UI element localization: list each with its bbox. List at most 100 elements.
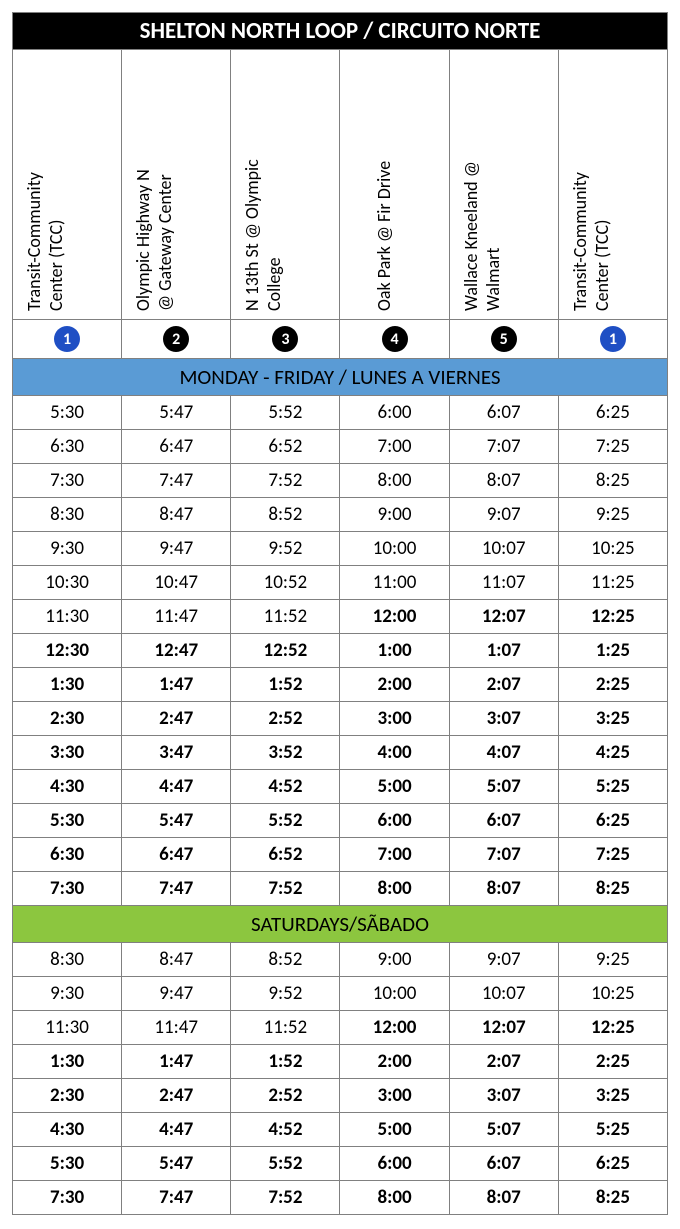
time-cell: 2:47 <box>122 1079 231 1113</box>
stop-name-line1: Oak Park @ Fir Drive <box>373 161 395 311</box>
time-cell: 6:25 <box>558 804 667 838</box>
time-cell: 9:52 <box>231 977 340 1011</box>
day-header-row-0: MONDAY - FRIDAY / LUNES A VIERNES <box>13 359 668 396</box>
time-cell: 2:07 <box>449 1045 558 1079</box>
time-cell: 7:30 <box>13 1181 122 1215</box>
time-row: 2:302:472:523:003:073:25 <box>13 702 668 736</box>
time-cell: 7:47 <box>122 464 231 498</box>
time-cell: 8:00 <box>340 1181 449 1215</box>
time-cell: 5:52 <box>231 804 340 838</box>
stop-header-0: Transit-CommunityCenter (TCC) <box>13 50 122 320</box>
time-cell: 10:07 <box>449 532 558 566</box>
time-cell: 1:52 <box>231 668 340 702</box>
time-cell: 11:00 <box>340 566 449 600</box>
time-cell: 12:25 <box>558 600 667 634</box>
time-cell: 6:30 <box>13 430 122 464</box>
time-cell: 9:00 <box>340 943 449 977</box>
time-cell: 5:00 <box>340 1113 449 1147</box>
time-cell: 5:07 <box>449 1113 558 1147</box>
day-header: MONDAY - FRIDAY / LUNES A VIERNES <box>13 359 668 396</box>
stop-name-line1: Transit-Community <box>569 172 591 311</box>
stop-name-line1: Wallace Kneeland @ <box>460 161 482 311</box>
stop-name-line2: Center (TCC) <box>45 172 67 311</box>
time-cell: 11:30 <box>13 600 122 634</box>
time-cell: 6:00 <box>340 1147 449 1181</box>
time-cell: 12:07 <box>449 1011 558 1045</box>
time-cell: 7:30 <box>13 872 122 906</box>
time-cell: 8:07 <box>449 872 558 906</box>
time-cell: 7:00 <box>340 838 449 872</box>
time-cell: 3:00 <box>340 702 449 736</box>
time-cell: 6:07 <box>449 804 558 838</box>
time-cell: 8:47 <box>122 498 231 532</box>
time-cell: 4:30 <box>13 1113 122 1147</box>
time-cell: 3:25 <box>558 702 667 736</box>
stop-header-5: Transit-CommunityCenter (TCC) <box>558 50 667 320</box>
stop-name-line2: Center (TCC) <box>591 172 613 311</box>
time-cell: 8:52 <box>231 498 340 532</box>
time-cell: 9:25 <box>558 943 667 977</box>
time-cell: 1:30 <box>13 1045 122 1079</box>
time-row: 1:301:471:522:002:072:25 <box>13 668 668 702</box>
time-cell: 7:07 <box>449 838 558 872</box>
time-cell: 4:52 <box>231 1113 340 1147</box>
time-row: 7:307:477:528:008:078:25 <box>13 1181 668 1215</box>
time-row: 11:3011:4711:5212:0012:0712:25 <box>13 1011 668 1045</box>
time-cell: 2:25 <box>558 1045 667 1079</box>
time-cell: 4:25 <box>558 736 667 770</box>
time-row: 10:3010:4710:5211:0011:0711:25 <box>13 566 668 600</box>
time-cell: 7:30 <box>13 464 122 498</box>
time-cell: 10:00 <box>340 977 449 1011</box>
time-cell: 8:07 <box>449 464 558 498</box>
time-cell: 1:30 <box>13 668 122 702</box>
time-cell: 2:00 <box>340 1045 449 1079</box>
time-cell: 7:52 <box>231 872 340 906</box>
time-cell: 8:52 <box>231 943 340 977</box>
time-cell: 1:00 <box>340 634 449 668</box>
time-cell: 8:25 <box>558 1181 667 1215</box>
stop-header-2: N 13th St @ OlympicCollege <box>231 50 340 320</box>
stop-name-line1: Olympic Highway N <box>132 169 154 311</box>
time-cell: 2:52 <box>231 702 340 736</box>
time-row: 5:305:475:526:006:076:25 <box>13 1147 668 1181</box>
time-row: 5:305:475:526:006:076:25 <box>13 804 668 838</box>
time-cell: 9:52 <box>231 532 340 566</box>
time-cell: 11:47 <box>122 1011 231 1045</box>
time-cell: 11:07 <box>449 566 558 600</box>
stop-header-3: Oak Park @ Fir Drive <box>340 50 449 320</box>
time-cell: 10:25 <box>558 977 667 1011</box>
time-cell: 8:25 <box>558 872 667 906</box>
stop-number-badge: 5 <box>491 326 517 352</box>
time-cell: 1:47 <box>122 1045 231 1079</box>
time-cell: 12:30 <box>13 634 122 668</box>
time-cell: 9:00 <box>340 498 449 532</box>
time-cell: 5:25 <box>558 1113 667 1147</box>
stop-number-badge: 1 <box>600 326 626 352</box>
time-cell: 8:30 <box>13 943 122 977</box>
stop-number-cell-1: 2 <box>122 320 231 359</box>
time-cell: 5:52 <box>231 1147 340 1181</box>
time-cell: 7:25 <box>558 430 667 464</box>
time-cell: 7:25 <box>558 838 667 872</box>
time-cell: 5:47 <box>122 1147 231 1181</box>
stop-number-badge: 4 <box>382 326 408 352</box>
time-row: 4:304:474:525:005:075:25 <box>13 1113 668 1147</box>
time-cell: 10:25 <box>558 532 667 566</box>
time-cell: 8:07 <box>449 1181 558 1215</box>
time-cell: 6:25 <box>558 1147 667 1181</box>
time-cell: 1:47 <box>122 668 231 702</box>
time-cell: 6:07 <box>449 1147 558 1181</box>
time-row: 4:304:474:525:005:075:25 <box>13 770 668 804</box>
stop-number-badge: 3 <box>272 326 298 352</box>
time-row: 8:308:478:529:009:079:25 <box>13 498 668 532</box>
time-cell: 8:00 <box>340 464 449 498</box>
time-cell: 9:07 <box>449 943 558 977</box>
time-cell: 11:52 <box>231 600 340 634</box>
time-cell: 3:25 <box>558 1079 667 1113</box>
time-cell: 4:52 <box>231 770 340 804</box>
time-cell: 5:47 <box>122 804 231 838</box>
time-cell: 6:25 <box>558 396 667 430</box>
stop-name-line1: N 13th St @ Olympic <box>241 159 263 311</box>
time-cell: 2:47 <box>122 702 231 736</box>
stop-number-badge: 1 <box>54 326 80 352</box>
